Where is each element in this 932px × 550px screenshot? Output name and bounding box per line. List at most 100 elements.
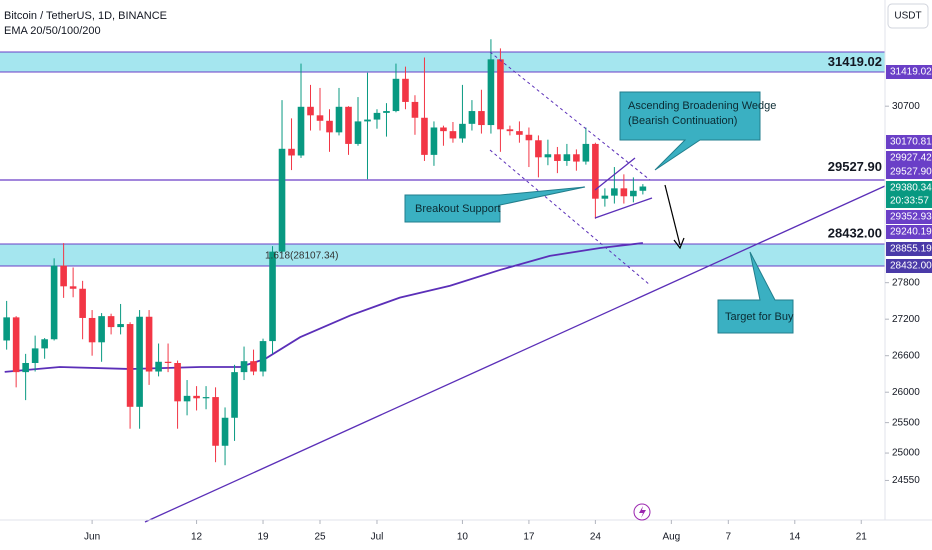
- arrow-head: [673, 237, 685, 250]
- chart-title: Bitcoin / TetherUS, 1D, BINANCE: [4, 10, 167, 22]
- currency-button[interactable]: [887, 3, 929, 29]
- candle-body: [411, 101, 419, 118]
- candle-body: [392, 78, 400, 112]
- y-tick-label: 25500: [892, 417, 920, 428]
- callout-box: [404, 186, 586, 223]
- candle-body: [402, 78, 409, 102]
- candle-body: [383, 111, 390, 113]
- price-badge-label: 31419.02: [890, 67, 932, 78]
- support-band: [0, 244, 885, 266]
- candle-body: [269, 251, 276, 342]
- event-icon-bolt: [639, 506, 646, 518]
- candle-body: [535, 140, 542, 158]
- price-badge-label: 29927.42: [890, 153, 932, 164]
- trend-line: [144, 185, 886, 523]
- price-badge: [886, 210, 932, 224]
- callout-box: [717, 251, 794, 334]
- candle-body: [202, 397, 210, 399]
- candle-body: [430, 127, 438, 155]
- price-badge: [886, 165, 932, 179]
- level-label: 31419.02: [828, 54, 882, 69]
- candle-body: [620, 188, 628, 197]
- candle-body: [354, 121, 362, 144]
- annotation: (Bearish Continuation): [628, 115, 737, 127]
- candle-body: [639, 186, 647, 191]
- candle-body: [145, 316, 153, 372]
- candle-body: [297, 106, 305, 156]
- x-tick-label: 19: [257, 532, 269, 543]
- candle-body: [193, 395, 200, 399]
- candle-body: [288, 148, 295, 156]
- candle-body: [611, 188, 618, 196]
- fib-label: 1.618(28107.34): [265, 251, 338, 262]
- x-tick-label: 25: [314, 532, 326, 543]
- candle-body: [174, 362, 181, 402]
- candle-body: [364, 119, 371, 122]
- channel-line: [489, 51, 651, 181]
- price-badge-label: 29240.19: [890, 227, 932, 238]
- candle-body: [126, 324, 134, 407]
- indicator-label: EMA 20/50/100/200: [4, 25, 101, 37]
- candle-body: [307, 106, 314, 116]
- candle-body: [563, 154, 571, 161]
- price-badge-label: 28432.00: [890, 261, 932, 272]
- price-badge: [886, 181, 932, 195]
- y-tick-label: 27200: [892, 314, 920, 325]
- price-badge-label: 29352.93: [890, 212, 932, 223]
- candle-body: [582, 143, 590, 162]
- candle-body: [41, 339, 48, 349]
- candle-body: [440, 127, 447, 132]
- candle-body: [468, 111, 476, 124]
- x-tick-label: Jul: [371, 532, 384, 543]
- annotation: Ascending Broadening Wedge: [628, 100, 776, 112]
- candle-body: [573, 154, 580, 162]
- candle-body: [449, 131, 457, 139]
- price-axis: [885, 0, 932, 550]
- candle-body: [88, 317, 96, 343]
- candle-body: [554, 154, 561, 161]
- x-tick-label: 10: [457, 532, 469, 543]
- candle-body: [316, 115, 324, 121]
- candle-body: [345, 106, 352, 144]
- x-tick-label: 7: [726, 532, 732, 543]
- y-tick-label: 27800: [892, 277, 920, 288]
- candle-body: [506, 129, 514, 132]
- candle-body: [12, 317, 20, 373]
- y-tick-label: 26000: [892, 387, 920, 398]
- resistance-band: [0, 52, 885, 72]
- candle-body: [326, 120, 333, 133]
- price-badge-label: 29380.34: [890, 183, 932, 194]
- candle-body: [164, 361, 172, 363]
- candle-body: [592, 143, 599, 199]
- candle-body: [79, 288, 86, 318]
- price-badge: [886, 259, 932, 273]
- wedge-line: [594, 197, 653, 219]
- candle-body: [478, 111, 485, 126]
- candle-body: [278, 148, 286, 252]
- candle-body: [335, 106, 343, 133]
- currency-label[interactable]: USDT: [894, 11, 921, 22]
- x-tick-label: 14: [789, 532, 801, 543]
- candle-body: [136, 316, 143, 407]
- candle-body: [98, 316, 105, 343]
- price-badge-label: 20:33:57: [890, 196, 929, 207]
- x-tick-label: 12: [191, 532, 203, 543]
- y-tick-label: 24550: [892, 475, 920, 486]
- x-tick-label: Jun: [84, 532, 100, 543]
- callout-box: [619, 91, 761, 171]
- price-badge: [886, 135, 932, 149]
- candle-body: [117, 324, 124, 328]
- x-tick-label: Aug: [662, 532, 680, 543]
- event-icon[interactable]: [633, 503, 651, 521]
- y-tick-label: 25000: [892, 448, 920, 459]
- y-tick-label: 26600: [892, 350, 920, 361]
- candle-body: [259, 341, 267, 372]
- candle-body: [525, 134, 533, 141]
- candle-body: [183, 395, 191, 402]
- price-badge: [886, 65, 932, 79]
- x-tick-label: 21: [856, 532, 868, 543]
- level-label: 29527.90: [828, 159, 882, 174]
- price-badge-label: 30170.81: [890, 137, 932, 148]
